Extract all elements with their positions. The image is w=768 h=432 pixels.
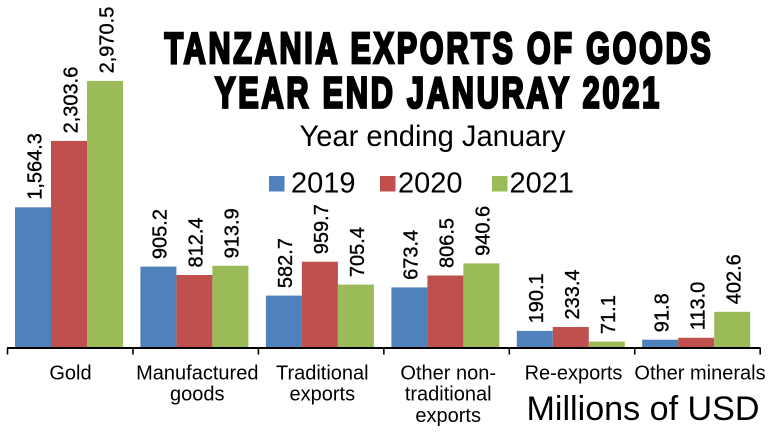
svg-text:2,970.5: 2,970.5	[96, 7, 118, 74]
svg-text:582.7: 582.7	[275, 238, 297, 288]
svg-text:2,303.6: 2,303.6	[60, 67, 82, 134]
svg-text:940.6: 940.6	[473, 206, 495, 256]
svg-text:959.7: 959.7	[311, 204, 333, 254]
svg-text:Year ending January: Year ending January	[300, 120, 566, 153]
svg-text:exports: exports	[415, 405, 481, 427]
svg-text:Other non-: Other non-	[400, 362, 496, 384]
svg-text:TANZANIA EXPORTS OF GOODS: TANZANIA EXPORTS OF GOODS	[165, 24, 714, 73]
svg-text:2021: 2021	[510, 168, 575, 200]
svg-text:Other minerals: Other minerals	[634, 362, 765, 384]
svg-text:traditional: traditional	[405, 384, 492, 406]
svg-text:Traditional: Traditional	[276, 362, 369, 384]
svg-text:190.1: 190.1	[526, 273, 548, 323]
svg-text:233.4: 233.4	[562, 269, 584, 319]
svg-text:2020: 2020	[398, 168, 463, 200]
svg-text:YEAR END JANURAY 2021: YEAR END JANURAY 2021	[215, 69, 662, 118]
svg-text:71.1: 71.1	[598, 295, 620, 334]
svg-text:812.4: 812.4	[186, 217, 208, 267]
svg-text:113.0: 113.0	[688, 282, 710, 331]
svg-text:exports: exports	[290, 384, 356, 406]
svg-text:Gold: Gold	[49, 362, 91, 384]
svg-text:goods: goods	[170, 384, 225, 406]
svg-text:905.2: 905.2	[150, 209, 172, 259]
svg-text:402.6: 402.6	[724, 254, 746, 304]
svg-text:Millions of USD: Millions of USD	[527, 390, 760, 428]
svg-text:705.4: 705.4	[347, 227, 369, 277]
svg-text:Re-exports: Re-exports	[525, 362, 623, 384]
svg-text:2019: 2019	[291, 168, 356, 200]
svg-text:Manufactured: Manufactured	[136, 362, 258, 384]
svg-text:913.9: 913.9	[222, 208, 244, 258]
svg-text:673.4: 673.4	[401, 230, 423, 280]
svg-text:806.5: 806.5	[437, 218, 459, 268]
svg-text:91.8: 91.8	[652, 293, 674, 332]
svg-text:1,564.3: 1,564.3	[24, 133, 46, 200]
